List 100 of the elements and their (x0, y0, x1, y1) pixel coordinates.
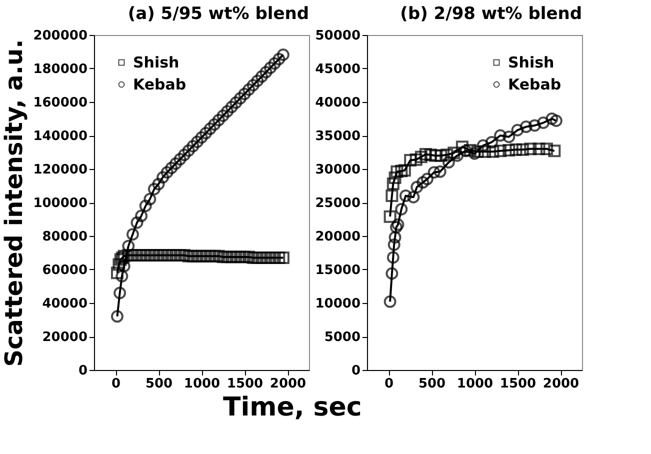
point (510, 143, 522, 156)
y-tick-label: 60000 (42, 263, 88, 278)
point (182, 144, 195, 157)
point (440, 148, 454, 162)
point (520, 120, 532, 134)
point (195, 131, 208, 144)
point (464, 144, 476, 156)
point (112, 258, 126, 271)
x-tick-label: 1000 (456, 376, 494, 392)
point (386, 251, 400, 264)
point (260, 66, 272, 78)
y-tick-label: 140000 (33, 129, 88, 144)
y-axis-title: Scattered intensity, a.u. (0, 39, 28, 367)
point (230, 96, 242, 109)
point (204, 250, 216, 262)
point (550, 114, 562, 127)
point (251, 252, 264, 264)
point (384, 295, 396, 308)
point (502, 144, 516, 156)
point (268, 57, 281, 70)
point (434, 165, 446, 178)
point (114, 286, 126, 300)
point (182, 250, 195, 262)
x-tick-label: 0 (384, 376, 394, 392)
point (511, 124, 524, 136)
point (404, 154, 417, 167)
point (386, 177, 400, 190)
point (242, 250, 256, 264)
point (251, 74, 264, 88)
point (110, 310, 124, 323)
legend-label: Kebab (133, 76, 186, 94)
point (420, 172, 434, 186)
y-tick-label: 5000 (324, 330, 360, 345)
point (276, 48, 290, 61)
point (160, 249, 174, 262)
legend-label: Shish (133, 54, 180, 72)
point (135, 210, 148, 222)
y-tick-label: 10000 (315, 296, 360, 312)
point (144, 192, 156, 206)
point (234, 250, 246, 264)
point (434, 149, 448, 162)
point (116, 270, 128, 282)
point (532, 142, 546, 156)
chart-title: (a) 5/95 wt% blend (128, 4, 309, 24)
y-tick-label: 0 (351, 364, 360, 378)
y-tick-label: 180000 (33, 62, 88, 77)
x-tick-label: 500 (145, 376, 173, 392)
point (276, 252, 290, 264)
point (186, 140, 200, 152)
point (144, 249, 156, 262)
point (208, 250, 221, 262)
y-tick-label: 20000 (315, 230, 360, 244)
point (528, 119, 541, 132)
point (424, 148, 437, 162)
point (468, 147, 481, 160)
point (139, 249, 152, 262)
point (448, 146, 460, 160)
y-tick-label: 45000 (315, 62, 360, 77)
point (139, 200, 152, 212)
point (398, 164, 411, 177)
point (225, 250, 238, 264)
x-tick-label: 2000 (270, 376, 306, 392)
point (442, 156, 455, 169)
legend-label: Kebab (508, 76, 562, 94)
point (200, 126, 212, 140)
y-tick-label: 15000 (315, 263, 360, 278)
point (122, 240, 135, 252)
point (384, 210, 396, 223)
y-tick-label: 80000 (42, 230, 88, 244)
point (516, 143, 529, 156)
point (135, 249, 148, 262)
point (246, 252, 260, 264)
point (178, 249, 191, 262)
x-tick-label: 1000 (184, 376, 220, 392)
x-tick-label: 500 (418, 376, 446, 392)
point (195, 250, 208, 262)
x-tick-label: 1500 (226, 376, 264, 392)
point (165, 162, 178, 174)
point (268, 252, 281, 264)
point (388, 238, 400, 251)
point (260, 252, 272, 264)
point (386, 190, 398, 202)
point (395, 202, 408, 216)
point (392, 218, 404, 231)
x-axis-title: Time, sec (222, 392, 362, 422)
y-tick-label: 120000 (33, 162, 88, 178)
point (148, 249, 160, 262)
point (238, 250, 251, 264)
point (110, 266, 124, 280)
y-tick-label: 160000 (33, 96, 88, 110)
point (272, 252, 286, 264)
point (169, 249, 182, 262)
point (456, 140, 468, 154)
x-tick-label: 1500 (500, 376, 536, 392)
y-tick-label: 35000 (315, 129, 360, 144)
point (494, 144, 507, 158)
legend-label: Shish (508, 54, 554, 72)
point (160, 166, 174, 179)
y-tick-label: 30000 (315, 162, 360, 178)
y-tick-label: 50000 (315, 28, 360, 44)
